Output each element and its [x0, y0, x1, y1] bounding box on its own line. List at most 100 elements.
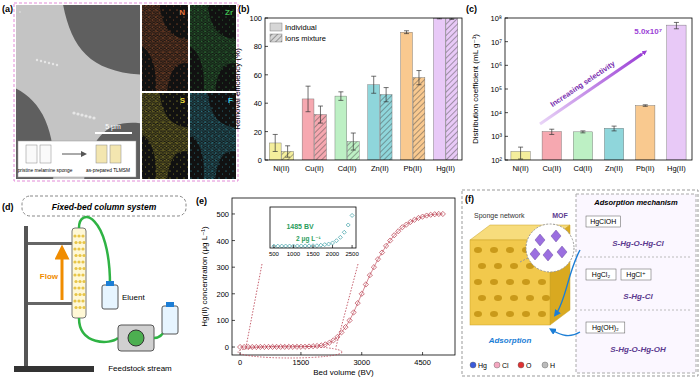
error-cap [384, 87, 389, 88]
marker [276, 244, 280, 248]
sponge-front [470, 240, 550, 325]
y-tick [232, 240, 235, 241]
legend-swatch [270, 23, 282, 31]
y-tick [232, 293, 235, 294]
marker [375, 257, 380, 262]
diagram-label: Eluent [122, 293, 145, 302]
error-line [614, 126, 615, 131]
y-tick [232, 347, 235, 348]
flow-label: Flow [40, 272, 59, 281]
y-tick [505, 89, 508, 90]
y-tick [505, 136, 508, 137]
granule [77, 247, 80, 250]
y-axis-label: Removal efficiency (%) [233, 48, 242, 130]
map-label: S [180, 96, 186, 105]
eds-map [142, 5, 188, 91]
sem-particle [76, 112, 79, 115]
marker [343, 324, 348, 329]
x-tick [313, 245, 314, 248]
eds-background [142, 5, 188, 91]
y-axis-label: Hg(II) concentration (μg L⁻¹) [200, 226, 209, 327]
marker [327, 242, 331, 246]
y-tick-label: 10⁸ [490, 14, 502, 23]
mof-crystal [530, 248, 540, 260]
sponge-pore [506, 247, 514, 253]
legend-label: Hg [478, 362, 487, 370]
granule [78, 306, 81, 309]
sponge-pore [538, 279, 546, 285]
y-tick [265, 18, 268, 19]
y-tick [265, 160, 268, 161]
bars [269, 18, 457, 160]
x-tick-label: 1500 [306, 251, 320, 257]
granule [77, 299, 80, 302]
feed-bottle [162, 306, 178, 334]
error-cap [404, 33, 409, 34]
granule [82, 306, 85, 309]
y-tick [232, 267, 235, 268]
marker [311, 244, 315, 248]
eds-signal [142, 5, 188, 91]
mof-crystal [543, 249, 553, 261]
error-line [320, 106, 321, 123]
mof-crystal [557, 246, 567, 258]
sponge-pore [510, 263, 518, 269]
separator [580, 310, 692, 311]
error-cap [518, 159, 523, 160]
bar-hatch [380, 95, 392, 160]
sem-particle [19, 11, 21, 13]
marker [315, 244, 319, 248]
granule [77, 260, 80, 263]
x-tick-label: Hg(II) [667, 164, 686, 173]
error-line [676, 22, 677, 28]
panel-border [14, 3, 238, 181]
x-tick [422, 352, 423, 355]
granule [77, 286, 80, 289]
plot-frame [505, 18, 692, 160]
error-cap [273, 134, 278, 135]
diagram-label: Feedstock stream [108, 364, 172, 373]
sponge-pore [522, 279, 530, 285]
marker [295, 244, 299, 248]
x-tick-label: 3000 [353, 358, 370, 367]
error-bar [404, 31, 409, 34]
granule [82, 254, 85, 257]
y-tick-label: 10³ [491, 132, 502, 141]
error-bar [384, 88, 389, 102]
granule [74, 267, 77, 270]
selectivity-arrow [540, 54, 642, 124]
sem-particle [44, 61, 46, 63]
diagram-title: Fixed-bed column system [52, 202, 157, 212]
title-box [22, 196, 186, 216]
mof-crystal [535, 234, 545, 246]
plot-frame [232, 198, 455, 355]
bottle-cap [106, 281, 114, 286]
y-tick [232, 320, 235, 321]
error-bar [285, 146, 290, 157]
eds-background [190, 93, 236, 179]
sem-particle [84, 114, 87, 117]
column [72, 228, 86, 318]
mechanism-box [576, 194, 696, 373]
x-tick-label: Cu(II) [305, 164, 324, 173]
zoom-line [520, 258, 528, 262]
marker [284, 244, 288, 248]
marker [347, 318, 352, 323]
granule [73, 247, 76, 250]
granule [74, 254, 77, 257]
tube [79, 217, 110, 285]
error-line [520, 147, 521, 159]
y-tick [505, 160, 508, 161]
error-cap [318, 106, 323, 107]
granule [77, 234, 80, 237]
eds-signal [142, 93, 188, 179]
legend-label: Cl [502, 362, 509, 369]
bar [380, 95, 392, 160]
species-box [586, 322, 625, 333]
error-bar [416, 71, 421, 85]
bar-hatch [446, 19, 458, 160]
error-bar [580, 131, 585, 133]
diagram-label: Sponge network [474, 212, 525, 220]
sponge-pore [542, 295, 550, 301]
x-tick-label: 1500 [293, 358, 310, 367]
